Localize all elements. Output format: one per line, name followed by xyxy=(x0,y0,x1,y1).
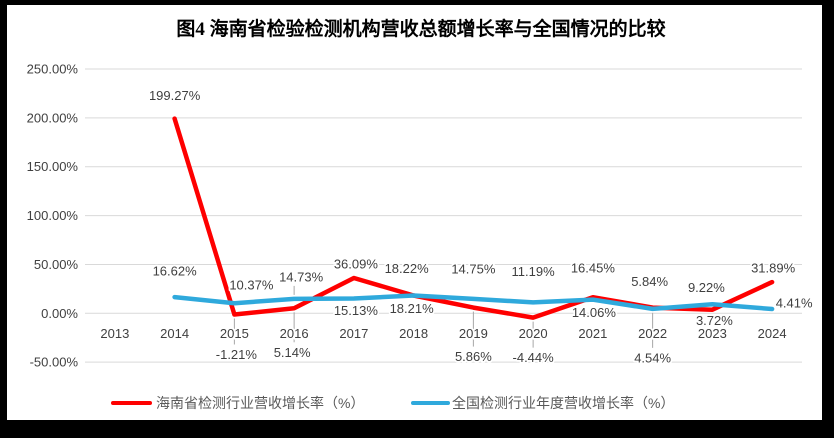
y-tick-label: -50.00% xyxy=(30,355,79,370)
y-tick-label: 200.00% xyxy=(27,110,79,125)
x-axis-label: 2021 xyxy=(578,326,607,341)
data-label: 4.41% xyxy=(776,295,813,310)
axis-labels-layer: 250.00% 200.00% 150.00% 100.00% 50.00% 0.00% -… xyxy=(27,62,789,370)
data-label: 31.89% xyxy=(751,261,796,276)
x-axis-label: 2015 xyxy=(220,326,249,341)
chart-title: 图4 海南省检验检测机构营收总额增长率与全国情况的比较 xyxy=(176,17,665,40)
y-tick-label: 50.00% xyxy=(34,257,79,272)
data-label: 3.72% xyxy=(696,313,733,328)
data-label: 16.62% xyxy=(153,264,198,279)
x-axis-label: 2013 xyxy=(100,326,129,341)
series-layer xyxy=(172,116,775,320)
y-tick-label: 100.00% xyxy=(27,208,79,223)
data-label: 5.14% xyxy=(274,345,311,360)
x-axis-label: 2017 xyxy=(339,326,368,341)
leader-lines-layer xyxy=(233,285,654,348)
x-axis-label: 2023 xyxy=(698,326,727,341)
data-labels-layer: 199.27% -1.21% 5.14% 36.09% 18.22% 5.86% -4.44… xyxy=(147,86,815,367)
x-axis-label: 2022 xyxy=(638,326,667,341)
data-label: 9.22% xyxy=(688,280,725,295)
data-label: 16.45% xyxy=(571,261,616,276)
data-label: 14.06% xyxy=(572,305,617,320)
x-axis-label: 2018 xyxy=(399,326,428,341)
x-axis-label: 2016 xyxy=(280,326,309,341)
legend: 海南省检测行业营收增长率（%） 全国检测行业年度营收增长率（%） xyxy=(111,395,674,411)
y-tick-label: 0.00% xyxy=(41,306,78,321)
x-axis-label: 2024 xyxy=(758,326,787,341)
x-axis-label: 2014 xyxy=(160,326,189,341)
data-label: 199.27% xyxy=(149,88,201,103)
data-label: 18.21% xyxy=(390,301,435,316)
data-label: -4.44% xyxy=(513,350,555,365)
data-label: 5.86% xyxy=(455,349,492,364)
x-axis-label: 2020 xyxy=(519,326,548,341)
data-label: 18.22% xyxy=(385,261,430,276)
legend-label-hainan: 海南省检测行业营收增长率（%） xyxy=(156,395,364,411)
x-axis-label: 2019 xyxy=(459,326,488,341)
data-label: 14.73% xyxy=(279,269,324,284)
data-label: 15.13% xyxy=(334,303,379,318)
legend-label-national: 全国检测行业年度营收增长率（%） xyxy=(452,395,674,411)
data-label: 4.54% xyxy=(634,350,671,365)
data-label: 5.84% xyxy=(631,274,668,289)
series-line-1 xyxy=(172,293,775,312)
data-label: 14.75% xyxy=(451,261,496,276)
data-label: 10.37% xyxy=(229,278,274,293)
y-tick-label: 150.00% xyxy=(27,159,79,174)
data-label: 11.19% xyxy=(512,264,556,279)
data-label: -1.21% xyxy=(216,347,258,362)
chart-canvas xyxy=(7,5,822,420)
data-label: 36.09% xyxy=(334,257,379,272)
y-tick-label: 250.00% xyxy=(27,62,79,77)
